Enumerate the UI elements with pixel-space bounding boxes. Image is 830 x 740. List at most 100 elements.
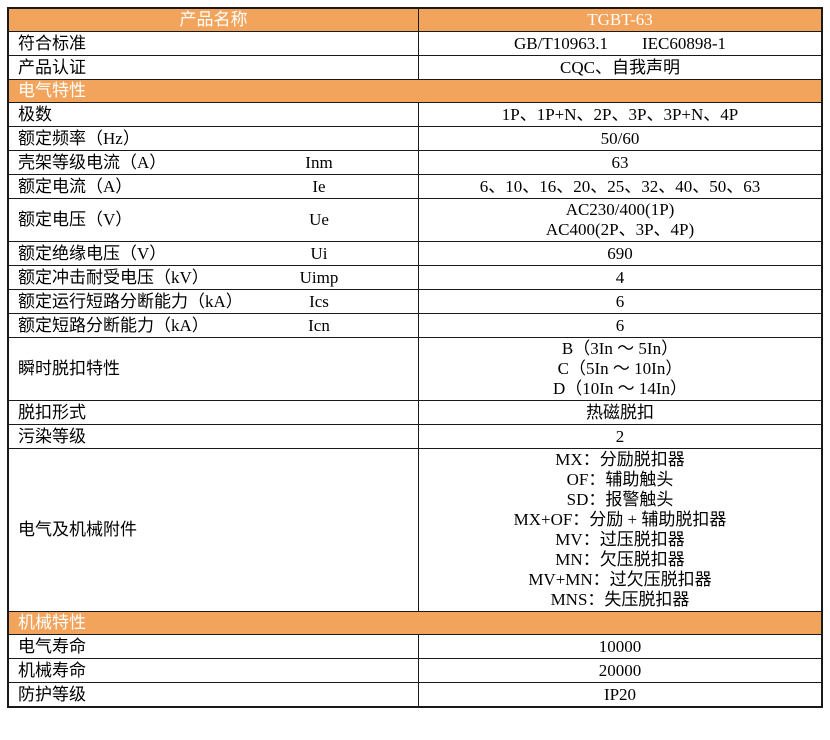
spec-value-line: 6、10、16、20、25、32、40、50、63 [479,176,761,196]
spec-label: 额定电压（V） [18,210,133,229]
spec-label: 额定电流（A） [18,176,133,196]
spec-label-cell: 脱扣形式 [9,401,419,424]
spec-label-cell: 壳架等级电流（A） Inm [9,151,419,174]
spec-label-cell: 额定电压（V） Ue [9,199,419,241]
spec-label-cell: 产品认证 [9,56,419,79]
spec-value-cell: 热磁脱扣 [419,401,821,424]
spec-label-cell: 额定电流（A） Ie [9,175,419,198]
spec-value-line: MNS：失压脱扣器 [550,590,690,609]
spec-label-cell: 额定绝缘电压（V） Ui [9,242,419,265]
spec-label-cell: 额定冲击耐受电压（kV） Uimp [9,266,419,289]
spec-label: 额定短路分断能力（kA） [18,315,209,335]
spec-value-cell: 4 [419,266,821,289]
header-cell-product-name: 产品名称 [9,9,419,31]
spec-label: 瞬时脱扣特性 [18,359,120,378]
spec-label-cell: 额定频率（Hz） [9,127,419,150]
spec-value-line: MX：分励脱扣器 [555,450,685,469]
product-model-value: TGBT-63 [587,10,653,29]
spec-value-cell: AC230/400(1P) AC400(2P、3P、4P) [419,199,821,241]
spec-value-cell: 2 [419,425,821,448]
table-row: 瞬时脱扣特性 B（3In ～ 5In） C（5In ～ 10In） D（10In ～ … [9,337,821,400]
spec-label: 电气及机械附件 [18,520,137,539]
table-row: 符合标准 GB/T10963.1 IEC60898-1 [9,31,821,55]
spec-label: 极数 [18,104,52,124]
spec-value-line: OF：辅助触头 [566,470,674,489]
spec-label: 额定运行短路分断能力（kA） [18,291,243,311]
spec-value-cell: 10000 [419,635,821,658]
table-row: 额定短路分断能力（kA） Icn 6 [9,313,821,337]
spec-symbol: Uimp [299,267,339,287]
table-row: 电气及机械附件 MX：分励脱扣器 OF：辅助触头 SD：报警触头 MX+OF：分励 + … [9,448,821,611]
table-row: 防护等级 IP20 [9,682,821,706]
spec-symbol: Ie [312,176,326,196]
spec-value-line: MV+MN：过欠压脱扣器 [528,570,712,589]
spec-label: 机械寿命 [18,660,86,680]
spec-label-cell: 防护等级 [9,683,419,706]
table-row: 额定电压（V） Ue AC230/400(1P) AC400(2P、3P、4P) [9,198,821,241]
spec-value-line: MX+OF：分励 + 辅助脱扣器 [513,510,727,529]
spec-value-line: 2 [615,426,625,446]
table-header-row: 产品名称 TGBT-63 [9,9,821,31]
spec-value-line: MN：欠压脱扣器 [555,550,685,569]
spec-value-line: 1P、1P+N、2P、3P、3P+N、4P [501,104,739,124]
spec-label-cell: 电气及机械附件 [9,449,419,611]
spec-value-line: 10000 [598,636,642,656]
spec-value-line: 690 [607,243,633,263]
spec-value-line: GB/T10963.1 IEC60898-1 [513,33,727,53]
spec-value-cell: 50/60 [419,127,821,150]
section-header-row: 机械特性 [9,611,821,634]
spec-label-cell: 污染等级 [9,425,419,448]
spec-value-cell: 1P、1P+N、2P、3P、3P+N、4P [419,103,821,126]
table-row: 机械寿命 20000 [9,658,821,682]
spec-value-line: CQC、自我声明 [560,57,680,77]
spec-symbol: Ui [310,243,328,263]
section-header-row: 电气特性 [9,79,821,102]
spec-value-cell: 63 [419,151,821,174]
table-row: 产品认证 CQC、自我声明 [9,55,821,79]
spec-value-cell: 6 [419,290,821,313]
table-row: 额定冲击耐受电压（kV） Uimp 4 [9,265,821,289]
product-name-header-label: 产品名称 [179,10,248,29]
spec-value-cell: B（3In ～ 5In） C（5In ～ 10In） D（10In ～ 14In） [419,338,821,400]
spec-label: 污染等级 [18,426,86,446]
spec-symbol: Icn [308,315,330,335]
table-row: 额定绝缘电压（V） Ui 690 [9,241,821,265]
spec-value-line: IP20 [603,684,637,704]
spec-label: 壳架等级电流（A） [18,152,167,172]
spec-label: 脱扣形式 [18,402,86,422]
spec-value-cell: 690 [419,242,821,265]
spec-value-cell: 20000 [419,659,821,682]
spec-label: 电气寿命 [18,636,86,656]
section-title: 电气特性 [18,81,86,100]
spec-symbol: Ue [309,210,329,229]
spec-value-cell: IP20 [419,683,821,706]
spec-value-line: 50/60 [600,128,640,148]
table-row: 额定频率（Hz） 50/60 [9,126,821,150]
spec-value-line: SD：报警触头 [566,490,674,509]
spec-label-cell: 瞬时脱扣特性 [9,338,419,400]
spec-value-line: D（10In ～ 14In） [552,379,688,398]
spec-label-cell: 额定短路分断能力（kA） Icn [9,314,419,337]
spec-label: 符合标准 [18,33,86,53]
spec-label: 防护等级 [18,684,86,704]
spec-value-line: AC230/400(1P) [565,200,675,219]
section-title: 机械特性 [18,613,86,632]
table-row: 壳架等级电流（A） Inm 63 [9,150,821,174]
spec-value-line: 热磁脱扣 [586,402,654,422]
spec-value-line: MV：过压脱扣器 [555,530,685,549]
product-spec-table: 产品名称 TGBT-63 符合标准 GB/T10963.1 IEC60898-1 产… [7,7,823,708]
spec-value-cell: 6、10、16、20、25、32、40、50、63 [419,175,821,198]
spec-value-line: 63 [611,152,629,172]
spec-value-line: B（3In ～ 5In） [561,339,679,358]
table-row: 污染等级 2 [9,424,821,448]
spec-value-cell: MX：分励脱扣器 OF：辅助触头 SD：报警触头 MX+OF：分励 + 辅助脱扣器 MV… [419,449,821,611]
spec-label-cell: 电气寿命 [9,635,419,658]
table-row: 脱扣形式 热磁脱扣 [9,400,821,424]
spec-label: 额定冲击耐受电压（kV） [18,267,209,287]
spec-symbol: Ics [309,291,329,311]
spec-value-line: 20000 [598,660,642,680]
table-row: 极数 1P、1P+N、2P、3P、3P+N、4P [9,102,821,126]
spec-label: 额定绝缘电压（V） [18,243,167,263]
spec-label-cell: 符合标准 [9,32,419,55]
spec-value-line: AC400(2P、3P、4P) [545,220,695,239]
